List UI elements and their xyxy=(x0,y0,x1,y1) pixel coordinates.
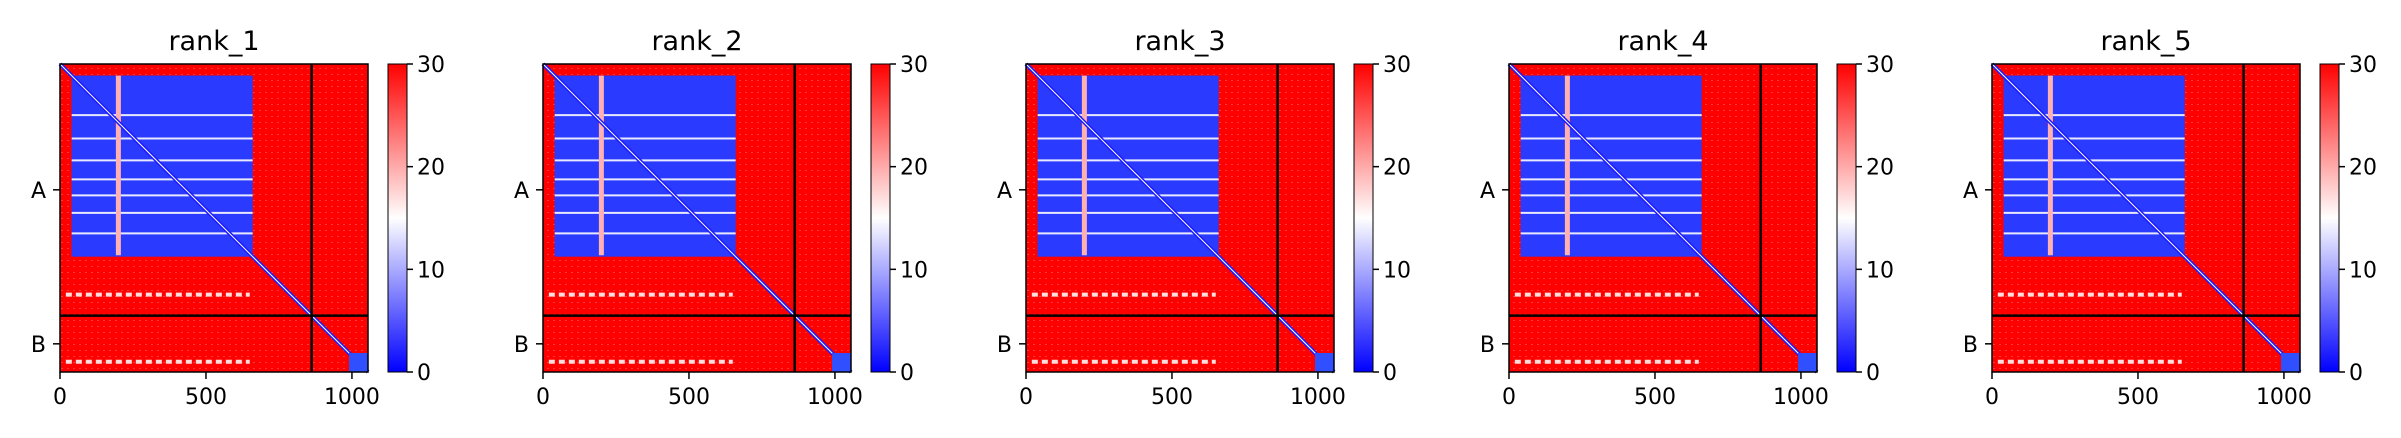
colorbar-tick-label: 30 xyxy=(1383,53,1411,78)
panel-2: rank_2 0 500 1000 A B 0 10 20 30 xyxy=(514,26,928,410)
x-tick-label: 1000 xyxy=(807,385,863,410)
chain-b-block xyxy=(349,353,368,372)
x-tick-label: 1000 xyxy=(1773,385,1829,410)
chain-b-block xyxy=(1798,353,1817,372)
plot-frame xyxy=(542,63,852,373)
colorbar-tick-label: 0 xyxy=(900,361,914,386)
chain-b-block xyxy=(832,353,851,372)
panel-1: rank_1 0 500 1000 A B 0 10 20 30 xyxy=(31,26,445,410)
x-tick-label: 500 xyxy=(1151,385,1193,410)
diagonal-highlight xyxy=(1508,63,1818,373)
colorbar-tick-label: 10 xyxy=(900,258,928,283)
y-tick-label: B xyxy=(31,333,46,358)
chain-b-block xyxy=(1315,353,1334,372)
x-tick-label: 1000 xyxy=(1290,385,1346,410)
colorbar-tick-label: 30 xyxy=(417,53,445,78)
plot-frame xyxy=(59,63,369,373)
diagonal-highlight xyxy=(59,63,369,373)
panel-4: rank_4 0 500 1000 A B 0 10 20 30 xyxy=(1480,26,1894,410)
colorbar-tick-label: 30 xyxy=(1866,53,1894,78)
x-tick-label: 500 xyxy=(2117,385,2159,410)
panel-title: rank_4 xyxy=(1617,26,1708,57)
x-tick-label: 500 xyxy=(668,385,710,410)
panel-5: rank_5 0 500 1000 A B 0 10 20 30 xyxy=(1963,26,2377,410)
colorbar-tick-label: 0 xyxy=(417,361,431,386)
diagonal-highlight xyxy=(542,63,852,373)
y-tick-label: A xyxy=(997,179,1012,204)
y-tick-label: B xyxy=(1480,333,1495,358)
colorbar-tick-label: 20 xyxy=(417,156,445,181)
low-error-block xyxy=(554,125,735,257)
panel-title: rank_2 xyxy=(651,26,742,57)
colorbar-tick-label: 10 xyxy=(1383,258,1411,283)
x-tick-label: 0 xyxy=(1502,385,1516,410)
colorbar xyxy=(1836,63,1857,373)
plot-frame xyxy=(1508,63,1818,373)
chain-b-block xyxy=(2281,353,2300,372)
y-tick-label: B xyxy=(1963,333,1978,358)
y-tick-label: A xyxy=(1480,179,1495,204)
colorbar-tick-label: 20 xyxy=(1383,156,1411,181)
low-error-block xyxy=(2003,125,2184,257)
x-tick-label: 0 xyxy=(1985,385,1999,410)
colorbar-tick-label: 30 xyxy=(2349,53,2377,78)
colorbar xyxy=(387,63,408,373)
colorbar-tick-label: 20 xyxy=(900,156,928,181)
colorbar-tick-label: 20 xyxy=(2349,156,2377,181)
panel-title: rank_5 xyxy=(2100,26,2191,57)
colorbar-tick-label: 10 xyxy=(2349,258,2377,283)
panel-title: rank_1 xyxy=(168,26,259,57)
colorbar-tick-label: 10 xyxy=(1866,258,1894,283)
y-tick-label: A xyxy=(514,179,529,204)
colorbar-tick-label: 0 xyxy=(1866,361,1880,386)
colorbar xyxy=(2319,63,2340,373)
diagonal-highlight xyxy=(1991,63,2301,373)
low-error-block xyxy=(71,125,252,257)
x-tick-label: 500 xyxy=(1634,385,1676,410)
y-tick-label: A xyxy=(1963,179,1978,204)
x-tick-label: 1000 xyxy=(2256,385,2312,410)
y-tick-label: A xyxy=(31,179,46,204)
colorbar-tick-label: 0 xyxy=(1383,361,1397,386)
colorbar-tick-label: 30 xyxy=(900,53,928,78)
plot-frame xyxy=(1991,63,2301,373)
colorbar-tick-label: 10 xyxy=(417,258,445,283)
x-tick-label: 0 xyxy=(53,385,67,410)
x-tick-label: 1000 xyxy=(324,385,380,410)
low-error-block xyxy=(1037,125,1218,257)
x-tick-label: 500 xyxy=(185,385,227,410)
panel-title: rank_3 xyxy=(1134,26,1225,57)
y-tick-label: B xyxy=(997,333,1012,358)
colorbar-tick-label: 0 xyxy=(2349,361,2363,386)
x-tick-label: 0 xyxy=(536,385,550,410)
plot-frame xyxy=(1025,63,1335,373)
x-tick-label: 0 xyxy=(1019,385,1033,410)
colorbar xyxy=(870,63,891,373)
y-tick-label: B xyxy=(514,333,529,358)
low-error-block xyxy=(1520,125,1701,257)
panel-3: rank_3 0 500 1000 A B 0 10 20 30 xyxy=(997,26,1411,410)
diagonal-highlight xyxy=(1025,63,1335,373)
colorbar xyxy=(1353,63,1374,373)
colorbar-tick-label: 20 xyxy=(1866,156,1894,181)
